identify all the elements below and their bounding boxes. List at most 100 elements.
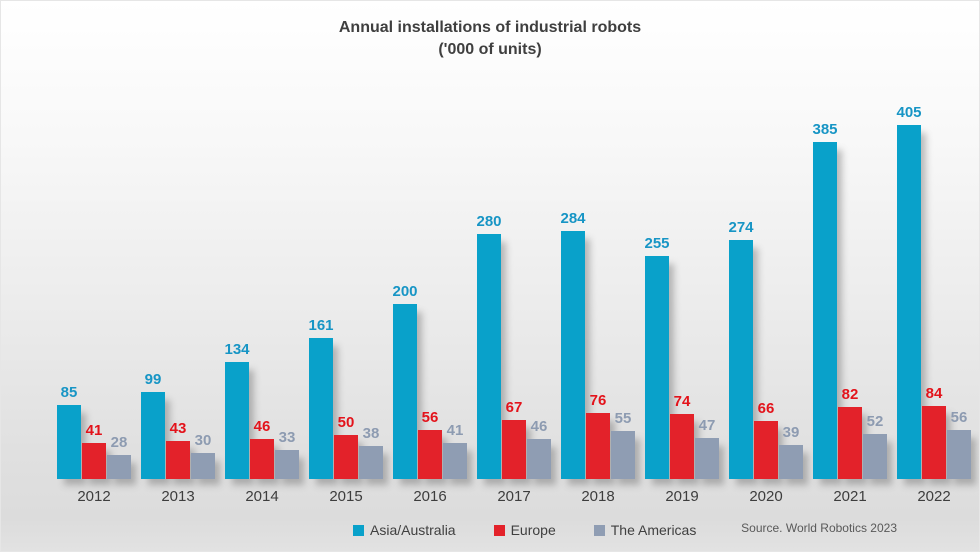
bar-the-americas-2020: 39 — [779, 424, 803, 479]
legend-item-asia-australia: Asia/Australia — [353, 522, 456, 538]
x-axis-label-2021: 2021 — [833, 488, 867, 505]
data-label-the-americas-2014: 33 — [278, 429, 296, 446]
bar-the-americas-2021: 52 — [863, 413, 887, 479]
bar-the-americas-2018: 55 — [611, 410, 635, 479]
x-axis-label-2016: 2016 — [413, 488, 447, 505]
bar-group-2013: 99 43 30 2013 — [141, 371, 215, 505]
bar-the-americas-2012: 28 — [107, 434, 131, 479]
data-label-asia-australia-2021: 385 — [812, 121, 838, 138]
bar-the-americas-2015: 38 — [359, 425, 383, 479]
bar-group-2019: 255 74 47 2019 — [644, 235, 719, 505]
bar-group-2018: 284 76 55 2018 — [560, 210, 635, 505]
legend-label-the-americas: The Americas — [610, 522, 697, 538]
x-axis-label-2022: 2022 — [917, 488, 951, 505]
x-axis-label-2014: 2014 — [245, 488, 279, 505]
bar-asia-australia-2018: 284 — [560, 210, 586, 479]
data-label-asia-australia-2012: 85 — [60, 384, 78, 401]
data-label-the-americas-2012: 28 — [110, 434, 128, 451]
data-label-the-americas-2019: 47 — [698, 417, 716, 434]
data-label-europe-2021: 82 — [841, 386, 859, 403]
x-axis-label-2017: 2017 — [497, 488, 531, 505]
plot-area: 85 41 28 2012 99 43 30 2013 134 46 33 2014 161 50 38 20… — [57, 99, 971, 505]
data-label-the-americas-2022: 56 — [950, 409, 968, 426]
bar-the-americas-2013: 30 — [191, 432, 215, 479]
bar-europe-2020: 66 — [754, 400, 778, 479]
data-label-asia-australia-2014: 134 — [224, 341, 250, 358]
x-axis-label-2018: 2018 — [581, 488, 615, 505]
x-axis-label-2012: 2012 — [77, 488, 111, 505]
legend-swatch-asia-australia — [353, 524, 364, 536]
legend-item-the-americas: The Americas — [593, 522, 697, 538]
chart-title: Annual installations of industrial robot… — [1, 17, 979, 62]
bar-asia-australia-2022: 405 — [896, 104, 922, 479]
bar-asia-australia-2014: 134 — [224, 341, 250, 479]
bar-the-americas-2017: 46 — [527, 418, 551, 479]
legend-label-asia-australia: Asia/Australia — [370, 522, 456, 538]
data-label-asia-australia-2017: 280 — [476, 213, 502, 230]
data-label-the-americas-2013: 30 — [194, 432, 212, 449]
x-axis-label-2019: 2019 — [665, 488, 699, 505]
data-label-the-americas-2016: 41 — [446, 422, 464, 439]
bar-europe-2013: 43 — [166, 420, 190, 479]
data-label-europe-2012: 41 — [85, 422, 103, 439]
bar-europe-2014: 46 — [250, 418, 274, 479]
x-axis-label-2013: 2013 — [161, 488, 195, 505]
legend-label-europe: Europe — [510, 522, 556, 538]
bar-asia-australia-2012: 85 — [57, 384, 81, 479]
bar-the-americas-2014: 33 — [275, 429, 299, 479]
legend-swatch-europe — [493, 524, 505, 536]
data-label-europe-2015: 50 — [337, 414, 355, 431]
bar-the-americas-2022: 56 — [947, 409, 971, 479]
data-label-europe-2018: 76 — [589, 392, 607, 409]
data-label-asia-australia-2013: 99 — [144, 371, 162, 388]
source-note: Source. World Robotics 2023 — [741, 521, 897, 535]
data-label-europe-2022: 84 — [925, 385, 943, 402]
data-label-asia-australia-2018: 284 — [560, 210, 586, 227]
data-label-asia-australia-2022: 405 — [896, 104, 922, 121]
data-label-the-americas-2017: 46 — [530, 418, 548, 435]
data-label-europe-2017: 67 — [505, 399, 523, 416]
bar-group-2012: 85 41 28 2012 — [57, 384, 131, 505]
x-axis-label-2015: 2015 — [329, 488, 363, 505]
bar-asia-australia-2017: 280 — [476, 213, 502, 479]
bar-asia-australia-2021: 385 — [812, 121, 838, 479]
legend-item-europe: Europe — [493, 522, 556, 538]
bar-asia-australia-2016: 200 — [392, 283, 418, 479]
chart-title-line1: Annual installations of industrial robot… — [338, 19, 642, 36]
bar-europe-2015: 50 — [334, 414, 358, 479]
x-axis-label-2020: 2020 — [749, 488, 783, 505]
data-label-asia-australia-2019: 255 — [644, 235, 670, 252]
data-label-the-americas-2021: 52 — [866, 413, 884, 430]
bar-europe-2022: 84 — [922, 385, 946, 479]
bar-asia-australia-2013: 99 — [141, 371, 165, 479]
bar-asia-australia-2020: 274 — [728, 219, 754, 479]
bar-asia-australia-2015: 161 — [308, 317, 334, 479]
data-label-europe-2016: 56 — [421, 409, 439, 426]
bar-asia-australia-2019: 255 — [644, 235, 670, 479]
data-label-europe-2014: 46 — [253, 418, 271, 435]
bar-group-2014: 134 46 33 2014 — [224, 341, 299, 505]
bar-the-americas-2019: 47 — [695, 417, 719, 479]
data-label-asia-australia-2020: 274 — [728, 219, 754, 236]
bar-group-2022: 405 84 56 2022 — [896, 104, 971, 505]
legend: Asia/Australia Europe The Americas — [353, 522, 696, 538]
bar-europe-2019: 74 — [670, 393, 694, 479]
data-label-europe-2019: 74 — [673, 393, 691, 410]
bar-group-2016: 200 56 41 2016 — [392, 283, 467, 505]
bar-europe-2016: 56 — [418, 409, 442, 479]
data-label-asia-australia-2016: 200 — [392, 283, 418, 300]
legend-swatch-the-americas — [593, 524, 605, 536]
data-label-the-americas-2015: 38 — [362, 425, 380, 442]
bar-group-2015: 161 50 38 2015 — [308, 317, 383, 505]
chart-title-line2: ('000 of units) — [438, 41, 542, 59]
bar-group-2021: 385 82 52 2021 — [812, 121, 887, 505]
data-label-the-americas-2020: 39 — [782, 424, 800, 441]
bar-the-americas-2016: 41 — [443, 422, 467, 479]
bar-europe-2021: 82 — [838, 386, 862, 479]
bar-europe-2017: 67 — [502, 399, 526, 479]
bar-europe-2018: 76 — [586, 392, 610, 479]
data-label-europe-2020: 66 — [757, 400, 775, 417]
bar-group-2017: 280 67 46 2017 — [476, 213, 551, 505]
bar-europe-2012: 41 — [82, 422, 106, 479]
